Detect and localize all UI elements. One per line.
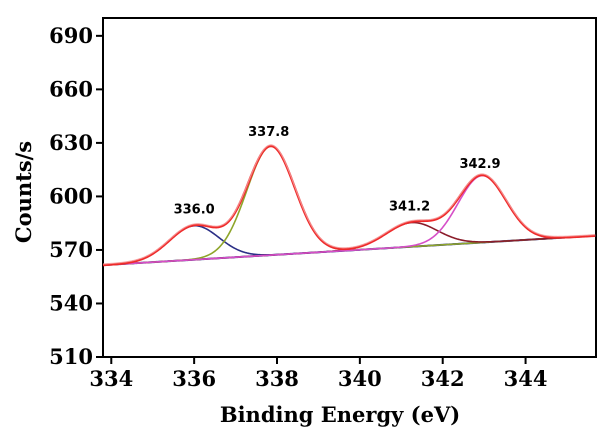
y-tick-label: 630 (49, 130, 93, 155)
x-tick-label: 340 (338, 366, 382, 391)
x-tick-label: 342 (421, 366, 465, 391)
x-tick-label: 344 (504, 366, 548, 391)
y-tick-label: 510 (49, 344, 93, 369)
peak-annotations: 336.0 337.8 341.2 342.9 (174, 125, 501, 218)
envelope-fit-line (102, 144, 596, 267)
component-peak-4 (102, 174, 596, 266)
y-tick-label: 600 (49, 183, 93, 208)
y-axis-title: Counts/s (11, 141, 36, 243)
y-tick-label: 540 (49, 290, 93, 315)
component-peak-3 (102, 221, 596, 266)
peak-label-1: 336.0 (174, 202, 215, 217)
x-tick-label: 338 (255, 366, 299, 391)
x-axis-title: Binding Energy (eV) (220, 402, 460, 427)
peak-label-4: 342.9 (459, 157, 500, 172)
raw-data-line (102, 144, 596, 265)
y-tick-label: 690 (49, 23, 93, 48)
y-tick-label: 660 (49, 76, 93, 101)
y-tick-label: 570 (49, 237, 93, 262)
peak-label-2: 337.8 (248, 125, 289, 140)
x-tick-label: 336 (172, 366, 216, 391)
peak-label-3: 341.2 (389, 200, 430, 215)
plot-frame (102, 17, 597, 358)
x-tick-label: 334 (89, 366, 133, 391)
component-peak-1 (102, 224, 596, 266)
x-axis: 334 336 338 340 342 344 (89, 357, 547, 391)
plot-curves (102, 144, 596, 267)
y-axis: 510 540 570 600 630 660 690 (49, 23, 103, 369)
